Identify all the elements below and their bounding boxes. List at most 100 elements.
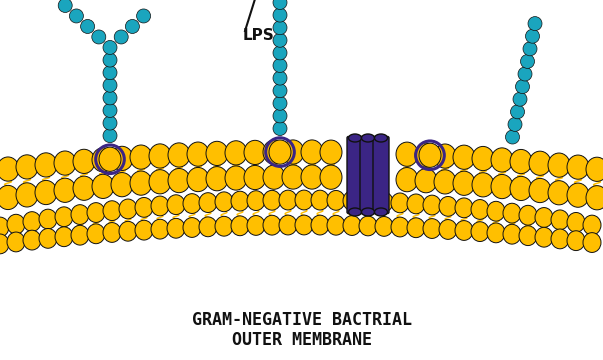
Ellipse shape	[167, 219, 185, 238]
Ellipse shape	[407, 218, 425, 238]
Ellipse shape	[244, 165, 266, 190]
Circle shape	[273, 71, 287, 85]
Ellipse shape	[439, 220, 457, 239]
Ellipse shape	[343, 216, 361, 235]
Ellipse shape	[183, 217, 201, 237]
Ellipse shape	[151, 219, 169, 239]
Ellipse shape	[359, 192, 377, 211]
Circle shape	[92, 30, 106, 44]
Ellipse shape	[0, 185, 19, 210]
Ellipse shape	[73, 149, 95, 174]
Ellipse shape	[215, 216, 233, 236]
Ellipse shape	[7, 214, 25, 234]
Ellipse shape	[206, 167, 228, 191]
Ellipse shape	[510, 149, 532, 174]
Circle shape	[114, 30, 128, 44]
Circle shape	[58, 0, 72, 13]
Ellipse shape	[231, 216, 249, 236]
Circle shape	[103, 40, 117, 54]
Circle shape	[513, 92, 527, 106]
Ellipse shape	[73, 176, 95, 201]
Ellipse shape	[167, 195, 185, 215]
Ellipse shape	[471, 199, 489, 219]
FancyBboxPatch shape	[347, 136, 363, 213]
Ellipse shape	[503, 203, 521, 223]
Ellipse shape	[453, 171, 475, 195]
Ellipse shape	[39, 229, 57, 248]
Ellipse shape	[415, 143, 437, 167]
Circle shape	[69, 9, 83, 23]
Ellipse shape	[586, 157, 603, 181]
Text: GRAM-NEGATIVE BACTRIAL: GRAM-NEGATIVE BACTRIAL	[192, 311, 411, 329]
Ellipse shape	[135, 198, 153, 217]
Ellipse shape	[327, 215, 345, 235]
Ellipse shape	[119, 199, 137, 219]
Ellipse shape	[349, 208, 362, 216]
Ellipse shape	[231, 191, 249, 211]
Ellipse shape	[551, 210, 569, 230]
Ellipse shape	[548, 153, 570, 177]
Ellipse shape	[23, 230, 41, 250]
Ellipse shape	[103, 222, 121, 242]
Ellipse shape	[35, 180, 57, 204]
Ellipse shape	[130, 171, 152, 195]
Ellipse shape	[16, 183, 38, 207]
Circle shape	[273, 96, 287, 110]
Ellipse shape	[567, 155, 589, 179]
Ellipse shape	[548, 181, 570, 205]
Ellipse shape	[282, 140, 304, 164]
Ellipse shape	[396, 167, 418, 192]
Circle shape	[273, 33, 287, 47]
Ellipse shape	[295, 215, 313, 235]
Circle shape	[103, 66, 117, 80]
Circle shape	[103, 78, 117, 92]
Ellipse shape	[301, 165, 323, 189]
Ellipse shape	[311, 215, 329, 235]
Ellipse shape	[327, 190, 345, 210]
Ellipse shape	[244, 140, 266, 165]
Ellipse shape	[168, 143, 190, 167]
Ellipse shape	[320, 140, 342, 164]
Ellipse shape	[529, 151, 551, 175]
Ellipse shape	[39, 209, 57, 229]
Ellipse shape	[92, 148, 114, 172]
Ellipse shape	[491, 148, 513, 172]
Circle shape	[273, 8, 287, 22]
Ellipse shape	[491, 175, 513, 199]
Ellipse shape	[183, 194, 201, 213]
Ellipse shape	[247, 191, 265, 211]
Ellipse shape	[487, 223, 505, 243]
Ellipse shape	[187, 142, 209, 166]
Ellipse shape	[471, 222, 489, 242]
Ellipse shape	[391, 217, 409, 237]
Ellipse shape	[149, 170, 171, 194]
Circle shape	[103, 103, 117, 117]
Circle shape	[273, 0, 287, 9]
Ellipse shape	[343, 191, 361, 211]
Circle shape	[518, 67, 532, 81]
Ellipse shape	[168, 168, 190, 193]
Ellipse shape	[54, 178, 76, 202]
Ellipse shape	[282, 165, 304, 189]
Ellipse shape	[263, 190, 281, 210]
Ellipse shape	[103, 201, 121, 221]
Ellipse shape	[423, 195, 441, 215]
Ellipse shape	[362, 134, 374, 142]
Ellipse shape	[54, 151, 76, 175]
Ellipse shape	[55, 207, 73, 227]
Ellipse shape	[583, 215, 601, 235]
Ellipse shape	[519, 205, 537, 225]
Ellipse shape	[567, 231, 585, 251]
Ellipse shape	[0, 234, 9, 254]
Ellipse shape	[206, 141, 228, 166]
Ellipse shape	[135, 220, 153, 240]
Ellipse shape	[92, 174, 114, 198]
Ellipse shape	[279, 190, 297, 210]
Circle shape	[511, 105, 525, 119]
Ellipse shape	[375, 192, 393, 212]
Ellipse shape	[99, 147, 121, 171]
Circle shape	[273, 84, 287, 98]
Ellipse shape	[375, 216, 393, 236]
Ellipse shape	[359, 216, 377, 236]
Ellipse shape	[583, 233, 601, 252]
